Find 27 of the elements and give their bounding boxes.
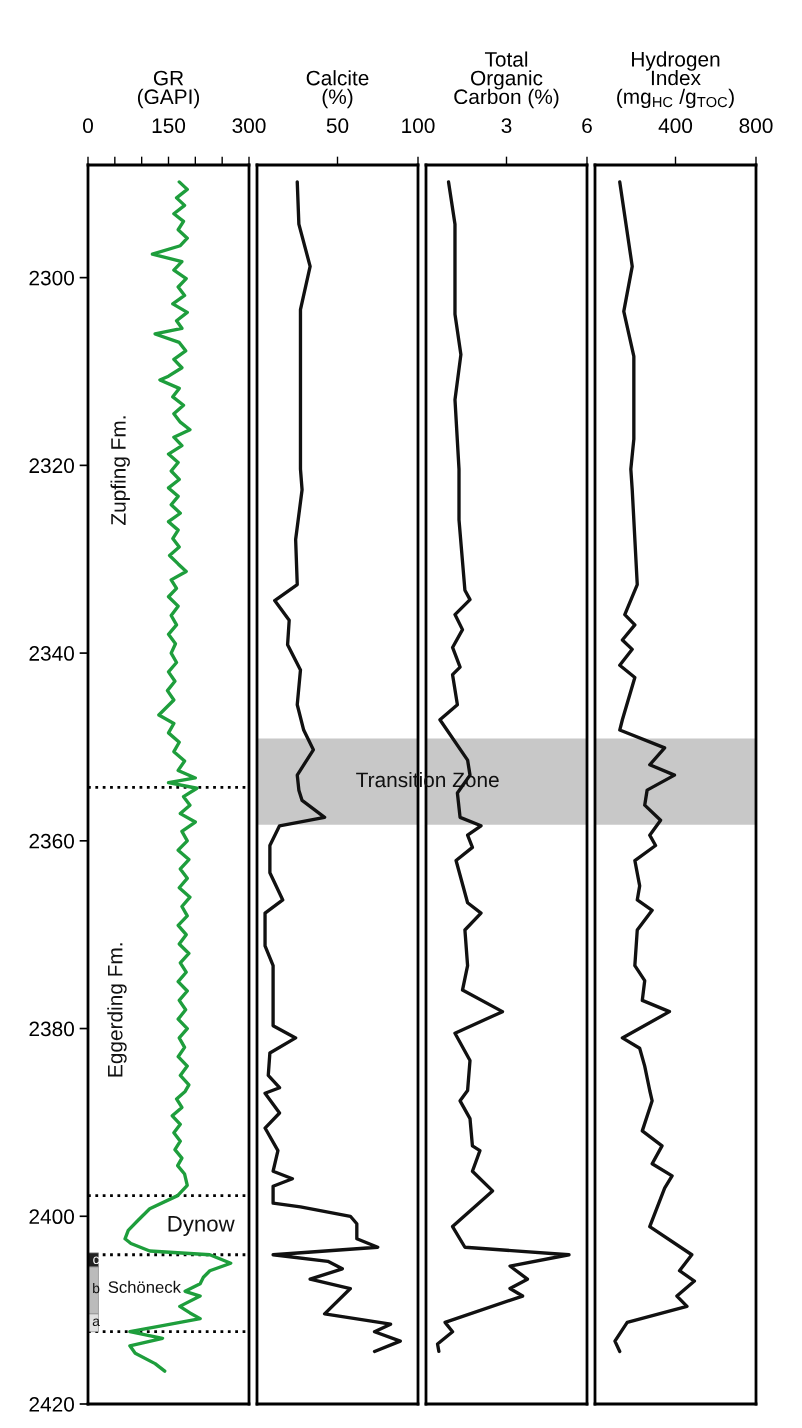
x-tick-label: 800 bbox=[739, 118, 773, 134]
x-tick-label: 3 bbox=[501, 118, 512, 134]
x-tick-label: 100 bbox=[402, 118, 435, 134]
annotation: Eggerding Fm. bbox=[107, 943, 127, 1077]
y-tick-label: 2420 bbox=[29, 1397, 74, 1412]
y-tick-label: 2340 bbox=[29, 646, 74, 661]
y-tick-label: 2300 bbox=[29, 270, 74, 286]
chart-title: Calcite (%) bbox=[306, 70, 369, 109]
annotation: a bbox=[92, 1318, 100, 1327]
chart-title: Total Organic Carbon (%) bbox=[454, 51, 559, 109]
y-tick-label: 2360 bbox=[29, 833, 74, 849]
x-tick-label: 50 bbox=[326, 118, 349, 134]
annotation: Schöneck bbox=[108, 1280, 181, 1294]
annotation: c bbox=[93, 1256, 100, 1265]
annotation: Zupfing Fm. bbox=[110, 416, 130, 525]
annotation: Dynow bbox=[168, 1216, 235, 1237]
chart-title: GR (GAPI) bbox=[137, 70, 200, 109]
x-tick-label: 6 bbox=[582, 118, 592, 134]
x-tick-label: 150 bbox=[152, 118, 186, 134]
y-tick-label: 2400 bbox=[29, 1209, 74, 1225]
chart-title: Hydrogen Index (mg$_{HC}$ /g$_{TOC}$) bbox=[617, 51, 734, 109]
y-tick-label: 2380 bbox=[29, 1021, 74, 1037]
annotation: b bbox=[93, 1283, 100, 1294]
x-tick-label: 300 bbox=[232, 118, 266, 134]
x-tick-label: 400 bbox=[658, 118, 693, 134]
x-tick-label: 0 bbox=[83, 118, 93, 134]
y-tick-label: 2320 bbox=[29, 458, 74, 474]
